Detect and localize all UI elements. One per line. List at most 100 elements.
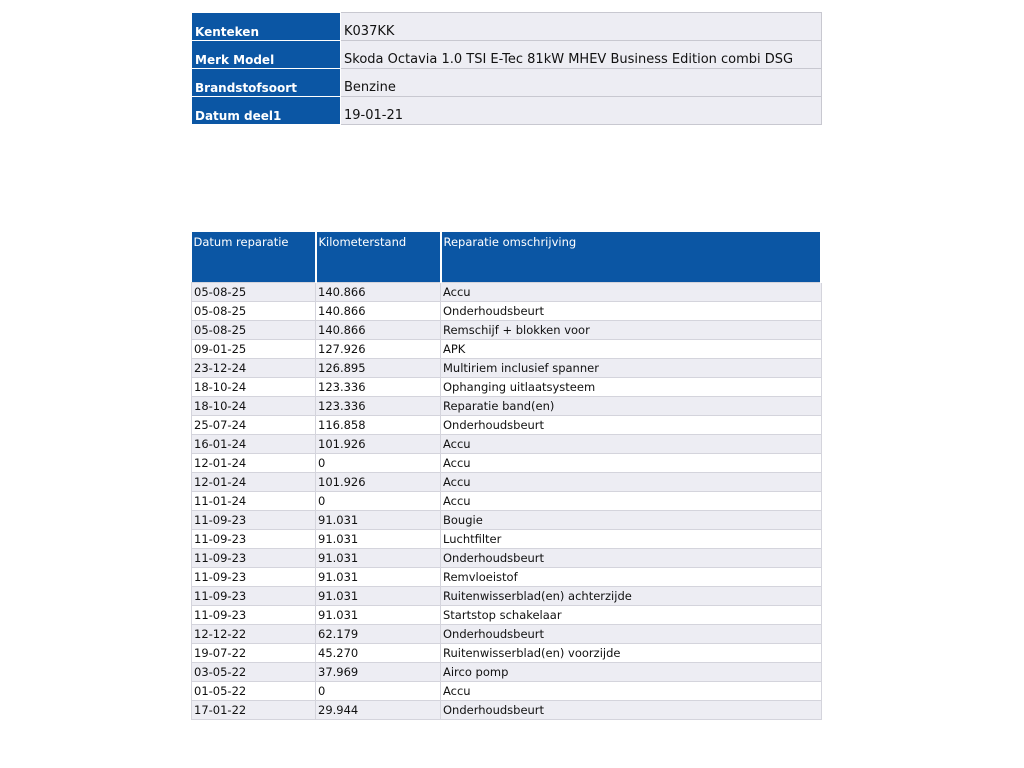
repair-cell: 140.866 (315, 282, 441, 302)
repair-row: 11-09-23 91.031 Luchtfilter (191, 529, 822, 549)
repair-row: 01-05-22 0 Accu (191, 681, 822, 701)
info-value: K037KK (340, 12, 822, 41)
repair-cell: 23-12-24 (191, 358, 316, 378)
repair-cell: 140.866 (315, 301, 441, 321)
repair-row: 05-08-25 140.866 Onderhoudsbeurt (191, 301, 822, 321)
vehicle-table: Kenteken K037KK Merk Model Skoda Octavia 1.… (191, 12, 822, 125)
repair-cell: 11-09-23 (191, 548, 316, 568)
repair-cell: 12-01-24 (191, 472, 316, 492)
repair-cell: 11-01-24 (191, 491, 316, 511)
info-row: Brandstofsoort Benzine (191, 68, 822, 97)
repair-row: 11-09-23 91.031 Bougie (191, 510, 822, 530)
repair-cell: 12-01-24 (191, 453, 316, 473)
repair-row: 12-01-24 101.926 Accu (191, 472, 822, 492)
repair-cell: 140.866 (315, 320, 441, 340)
repair-cell: 25-07-24 (191, 415, 316, 435)
repair-cell: Accu (440, 282, 822, 302)
repair-row: 03-05-22 37.969 Airco pomp (191, 662, 822, 682)
repair-cell: Onderhoudsbeurt (440, 624, 822, 644)
repair-cell: 91.031 (315, 567, 441, 587)
repair-cell: 03-05-22 (191, 662, 316, 682)
repair-row: 23-12-24 126.895 Multiriem inclusief spann… (191, 358, 822, 378)
info-value: 19-01-21 (340, 96, 822, 125)
repair-cell: 11-09-23 (191, 510, 316, 530)
repair-cell: Reparatie band(en) (440, 396, 822, 416)
info-label: Merk Model (191, 40, 341, 69)
repair-cell: 05-08-25 (191, 301, 316, 321)
repair-row: 11-09-23 91.031 Ruitenwisserblad(en) achte… (191, 586, 822, 606)
repair-cell: 29.944 (315, 700, 441, 720)
repair-cell: Bougie (440, 510, 822, 530)
repair-row: 09-01-25 127.926 APK (191, 339, 822, 359)
repair-cell: Accu (440, 472, 822, 492)
repair-row: 16-01-24 101.926 Accu (191, 434, 822, 454)
repair-row: 11-09-23 91.031 Remvloeistof (191, 567, 822, 587)
repair-cell: 123.336 (315, 396, 441, 416)
repair-cell: 17-01-22 (191, 700, 316, 720)
repair-row: 18-10-24 123.336 Reparatie band(en) (191, 396, 822, 416)
repair-table: Datum reparatie Kilometerstand Reparatie o… (191, 232, 822, 720)
repair-cell: 11-09-23 (191, 567, 316, 587)
repair-cell: Accu (440, 681, 822, 701)
repair-cell: Onderhoudsbeurt (440, 415, 822, 435)
repair-cell: Ruitenwisserblad(en) achterzijde (440, 586, 822, 606)
repair-cell: Ophanging uitlaatsysteem (440, 377, 822, 397)
repair-cell: Multiriem inclusief spanner (440, 358, 822, 378)
info-label: Brandstofsoort (191, 68, 341, 97)
info-label: Kenteken (191, 12, 341, 41)
repair-cell: 123.336 (315, 377, 441, 397)
repair-cell: Luchtfilter (440, 529, 822, 549)
repair-row: 05-08-25 140.866 Remschijf + blokken voor (191, 320, 822, 340)
repair-row: 17-01-22 29.944 Onderhoudsbeurt (191, 700, 822, 720)
repair-cell: APK (440, 339, 822, 359)
repair-cell: Accu (440, 491, 822, 511)
repair-row: 11-09-23 91.031 Onderhoudsbeurt (191, 548, 822, 568)
column-header: Reparatie omschrijving (440, 232, 822, 283)
header-row: Datum reparatie Kilometerstand Reparatie o… (191, 232, 822, 283)
repair-cell: 01-05-22 (191, 681, 316, 701)
repair-cell: 11-09-23 (191, 586, 316, 606)
info-row: Datum deel1 19-01-21 (191, 96, 822, 125)
repair-cell: 101.926 (315, 472, 441, 492)
repair-cell: Onderhoudsbeurt (440, 548, 822, 568)
repair-cell: 91.031 (315, 605, 441, 625)
repair-cell: 0 (315, 491, 441, 511)
repair-cell: 101.926 (315, 434, 441, 454)
repair-cell: Airco pomp (440, 662, 822, 682)
repair-row: 12-01-24 0 Accu (191, 453, 822, 473)
repair-cell: 45.270 (315, 643, 441, 663)
repair-cell: Remschijf + blokken voor (440, 320, 822, 340)
column-header: Datum reparatie (191, 232, 317, 283)
repair-row: 18-10-24 123.336 Ophanging uitlaatsysteem (191, 377, 822, 397)
repair-cell: 37.969 (315, 662, 441, 682)
repair-cell: 126.895 (315, 358, 441, 378)
repair-cell: Startstop schakelaar (440, 605, 822, 625)
repair-cell: 05-08-25 (191, 282, 316, 302)
repair-cell: 0 (315, 453, 441, 473)
repair-cell: Onderhoudsbeurt (440, 700, 822, 720)
repair-cell: 91.031 (315, 586, 441, 606)
column-header: Kilometerstand (315, 232, 442, 283)
repair-cell: Accu (440, 453, 822, 473)
info-value: Skoda Octavia 1.0 TSI E-Tec 81kW MHEV Bu… (340, 40, 822, 69)
info-value: Benzine (340, 68, 822, 97)
repair-cell: 05-08-25 (191, 320, 316, 340)
info-row: Merk Model Skoda Octavia 1.0 TSI E-Tec 81… (191, 40, 822, 69)
repair-cell: Accu (440, 434, 822, 454)
repair-cell: 91.031 (315, 529, 441, 549)
info-row: Kenteken K037KK (191, 12, 822, 41)
repair-cell: 09-01-25 (191, 339, 316, 359)
repair-cell: Remvloeistof (440, 567, 822, 587)
repair-cell: Ruitenwisserblad(en) voorzijde (440, 643, 822, 663)
repair-row: 11-01-24 0 Accu (191, 491, 822, 511)
repair-row: 25-07-24 116.858 Onderhoudsbeurt (191, 415, 822, 435)
repair-cell: 19-07-22 (191, 643, 316, 663)
repair-cell: 18-10-24 (191, 377, 316, 397)
repair-cell: 11-09-23 (191, 529, 316, 549)
repair-cell: 91.031 (315, 510, 441, 530)
repair-row: 19-07-22 45.270 Ruitenwisserblad(en) voorz… (191, 643, 822, 663)
repair-cell: 62.179 (315, 624, 441, 644)
repair-cell: 0 (315, 681, 441, 701)
repair-cell: Onderhoudsbeurt (440, 301, 822, 321)
